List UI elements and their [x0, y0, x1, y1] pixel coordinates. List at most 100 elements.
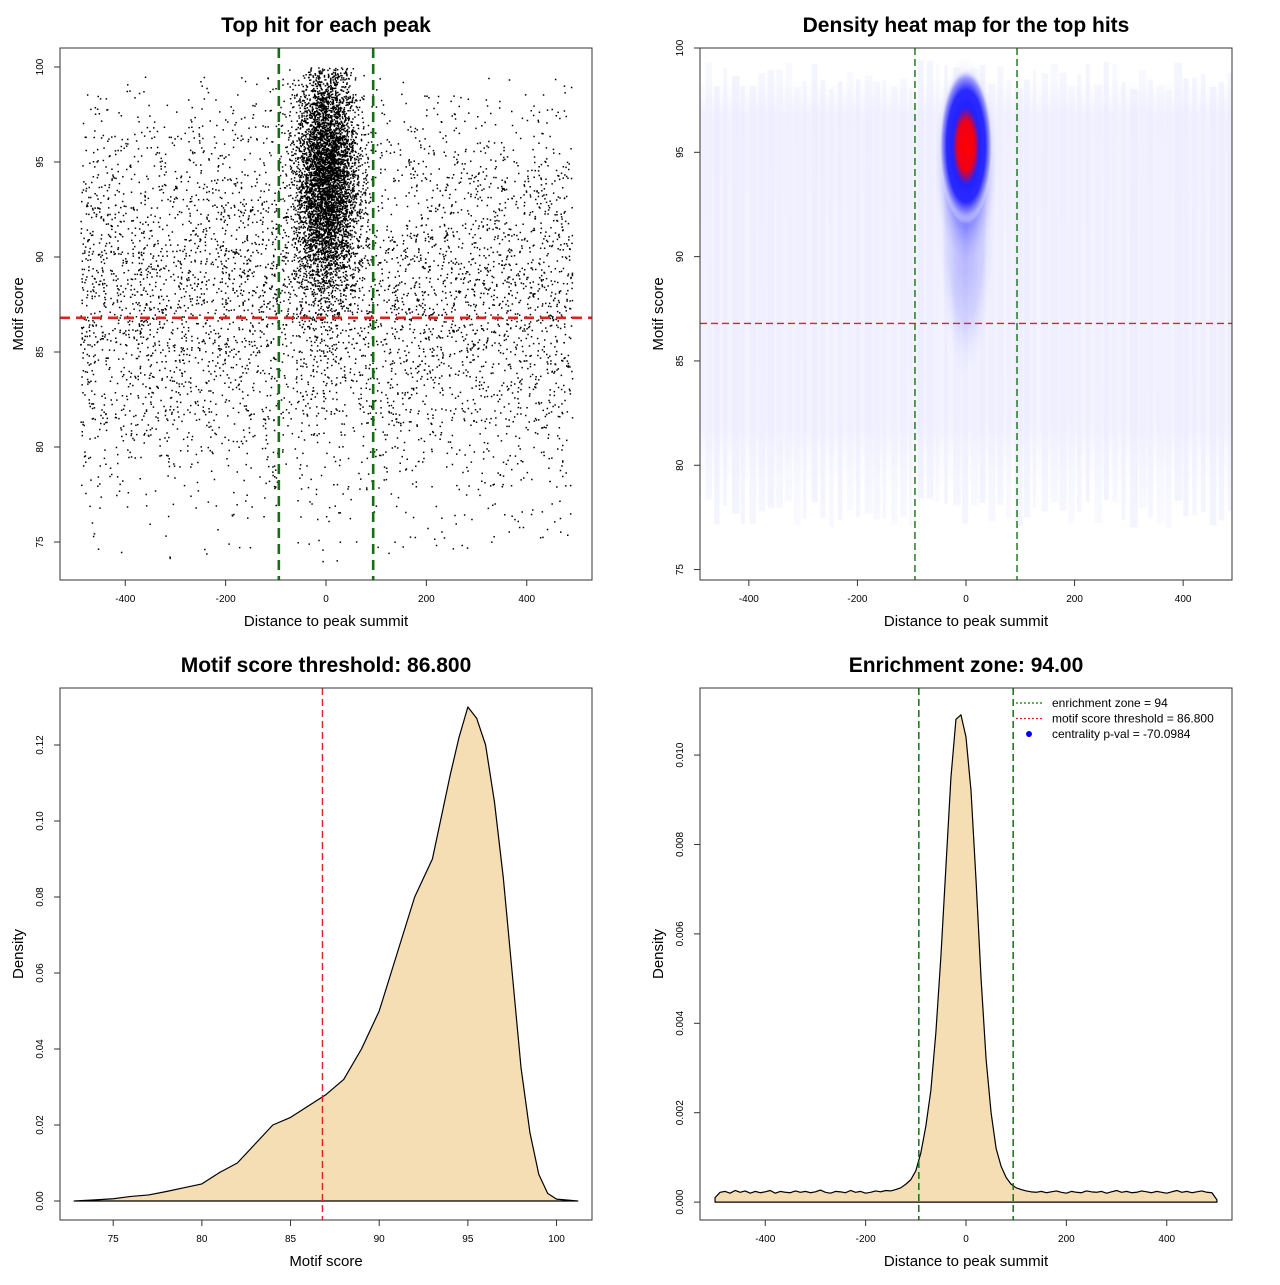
heatmap-streak: [838, 81, 843, 520]
y-tick-label: 0.000: [675, 1189, 686, 1214]
heatmap-streak: [900, 78, 907, 517]
y-axis-label: Motif score: [10, 277, 27, 350]
y-axis-label: Density: [10, 928, 27, 979]
x-tick-label: 90: [374, 1234, 386, 1245]
chart-panel-1: Top hit for each peak Distance to peak su…: [10, 14, 593, 630]
heatmap-streak: [1121, 82, 1126, 521]
heatmap-streak: [1077, 74, 1082, 513]
x-tick-label: 200: [1058, 1234, 1075, 1245]
heatmap-streak: [1218, 82, 1225, 521]
heatmap-streak: [829, 88, 834, 528]
y-axis-label: Density: [650, 928, 667, 979]
heatmap-hotspot: [939, 68, 993, 225]
legend: enrichment zone = 94 motif score threshol…: [1016, 696, 1214, 741]
x-tick-label: 0: [323, 594, 329, 605]
heatmap-streak: [1112, 64, 1118, 503]
x-tick-label: 400: [1158, 1234, 1175, 1245]
heatmap-streak: [1015, 87, 1023, 526]
heatmap-streak: [820, 79, 826, 518]
heatmap-streak: [1103, 61, 1109, 500]
chart-title: Enrichment zone: 94.00: [849, 654, 1084, 677]
x-tick-label: 200: [1066, 594, 1083, 605]
heatmap-streak: [723, 67, 728, 506]
chart-title: Density heat map for the top hits: [803, 14, 1130, 37]
scatter-points: [80, 67, 574, 563]
heatmap-streak: [1209, 87, 1217, 526]
heatmap-streak: [1183, 78, 1189, 517]
heatmap-streak: [1192, 77, 1197, 516]
heatmap-streak: [873, 81, 881, 520]
heatmap-streak: [882, 79, 887, 519]
y-tick-label: 0.12: [35, 735, 46, 755]
density-area: [73, 706, 579, 1202]
heatmap-streak: [1041, 73, 1049, 512]
y-tick-label: 100: [35, 58, 46, 75]
heatmap-streak: [1156, 85, 1165, 524]
heatmap-streak: [731, 75, 740, 514]
heatmap-streak: [926, 60, 934, 499]
heatmap-streak: [793, 87, 801, 526]
legend-label: centrality p-val = -70.0984: [1052, 727, 1191, 741]
x-tick-label: -400: [755, 1234, 775, 1245]
y-tick-label: 80: [675, 459, 686, 471]
heatmap-streak: [802, 80, 807, 519]
x-tick-label: 100: [548, 1234, 565, 1245]
x-axis-label: Motif score: [289, 1253, 362, 1270]
legend-marker: [1026, 731, 1032, 737]
x-tick-label: 0: [963, 1234, 969, 1245]
x-tick-label: 0: [963, 594, 969, 605]
heatmap-streak: [847, 72, 854, 511]
plot-area: [700, 48, 1232, 580]
heatmap-streak: [997, 66, 1004, 505]
x-tick-label: -400: [739, 594, 759, 605]
plot-area: [714, 688, 1218, 1220]
y-tick-label: 85: [675, 355, 686, 367]
x-tick-label: -200: [216, 594, 236, 605]
y-tick-label: 0.00: [35, 1191, 46, 1211]
heatmap-streak: [1130, 89, 1138, 528]
chart-title: Top hit for each peak: [221, 14, 431, 37]
y-tick-label: 0.002: [675, 1100, 686, 1125]
density-area: [714, 714, 1218, 1203]
heatmap-streak: [1032, 69, 1036, 508]
heatmap-streak: [714, 86, 720, 525]
x-tick-label: 80: [196, 1234, 208, 1245]
x-tick-label: 95: [462, 1234, 474, 1245]
y-tick-label: 90: [35, 251, 46, 263]
y-tick-label: 0.04: [35, 1039, 46, 1059]
heatmap-streak: [740, 85, 745, 525]
scatter-dots: [80, 67, 574, 563]
heatmap-streak: [864, 75, 873, 514]
y-tick-label: 100: [675, 39, 686, 56]
heatmap-streak: [1023, 79, 1030, 518]
heatmap-streak: [705, 62, 712, 501]
y-tick-label: 90: [675, 251, 686, 263]
heatmap-streak: [785, 62, 793, 501]
heatmap-streak: [1147, 79, 1154, 518]
heatmap-streak: [1068, 85, 1075, 524]
x-axis-label: Distance to peak summit: [244, 613, 409, 630]
plot-area: [73, 688, 579, 1220]
heatmap-streak: [749, 86, 757, 525]
x-tick-label: 85: [285, 1234, 297, 1245]
heatmap-streak: [1200, 74, 1206, 513]
y-tick-label: 75: [35, 536, 46, 548]
heatmap-streak: [855, 79, 861, 518]
x-axis-label: Distance to peak summit: [884, 1253, 1049, 1270]
heatmap-streak: [1059, 72, 1067, 511]
chart-panel-2: Density heat map for the top hits Distanc…: [650, 14, 1233, 630]
heatmap-streak: [935, 63, 940, 502]
heatmap-streak: [1165, 89, 1172, 528]
heatmap-streak: [811, 64, 818, 503]
heatmap-streak: [758, 73, 766, 512]
x-tick-label: 400: [518, 594, 535, 605]
x-tick-label: 75: [108, 1234, 120, 1245]
y-tick-label: 0.008: [675, 832, 686, 857]
chart-panel-3: Motif score threshold: 86.800 Motif score…: [10, 654, 593, 1270]
x-tick-label: -200: [856, 1234, 876, 1245]
plot-area: [60, 48, 592, 580]
legend-label: enrichment zone = 94: [1052, 696, 1168, 710]
y-tick-label: 0.10: [35, 811, 46, 831]
